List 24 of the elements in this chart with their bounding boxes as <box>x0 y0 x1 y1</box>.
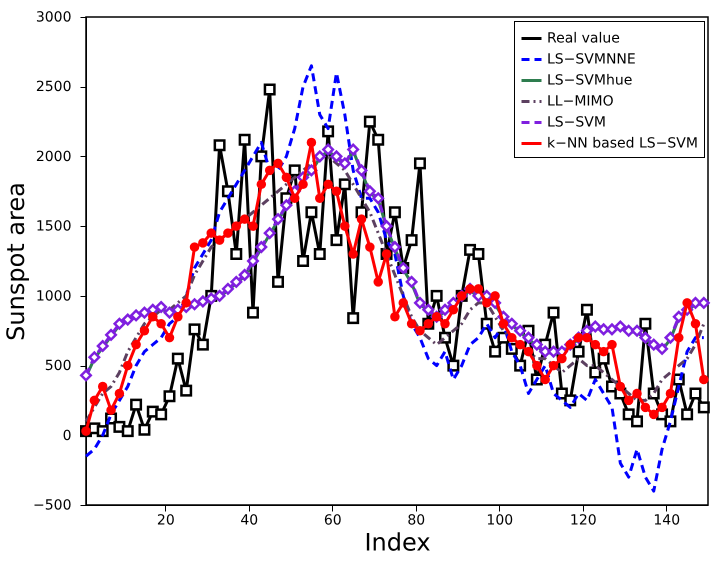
line-series <box>84 64 706 493</box>
y-tick-label: −500 <box>33 498 72 514</box>
y-tick-label: 3000 <box>36 10 72 26</box>
y-tick-label: 500 <box>44 358 72 374</box>
x-tick-label: 20 <box>156 512 175 528</box>
y-tick-label: 2500 <box>36 79 72 96</box>
x-tick-label: 40 <box>240 512 258 528</box>
y-tick-label: 0 <box>62 428 72 444</box>
legend-label: LL−MIMO <box>547 94 614 110</box>
legend-label: LS−SVM <box>547 114 606 130</box>
y-tick-label: 2000 <box>36 148 72 165</box>
legend-label: k−NN based LS−SVM <box>547 136 698 152</box>
x-tick-label: 60 <box>324 512 342 528</box>
y-tick-label: 1000 <box>36 288 72 304</box>
x-tick-label: 120 <box>570 512 597 528</box>
legend-label: LS−SVMhue <box>547 72 632 88</box>
y-axis-title: Sunspot area <box>2 182 30 341</box>
x-tick-label: 140 <box>653 512 680 528</box>
x-tick-label: 100 <box>486 512 514 528</box>
legend-label: LS−SVMNNE <box>547 52 636 68</box>
legend-label: Real value <box>547 30 620 46</box>
x-tick-label: 80 <box>407 512 426 528</box>
y-tick-label: 1500 <box>36 218 72 235</box>
x-axis-title: Index <box>364 528 431 556</box>
